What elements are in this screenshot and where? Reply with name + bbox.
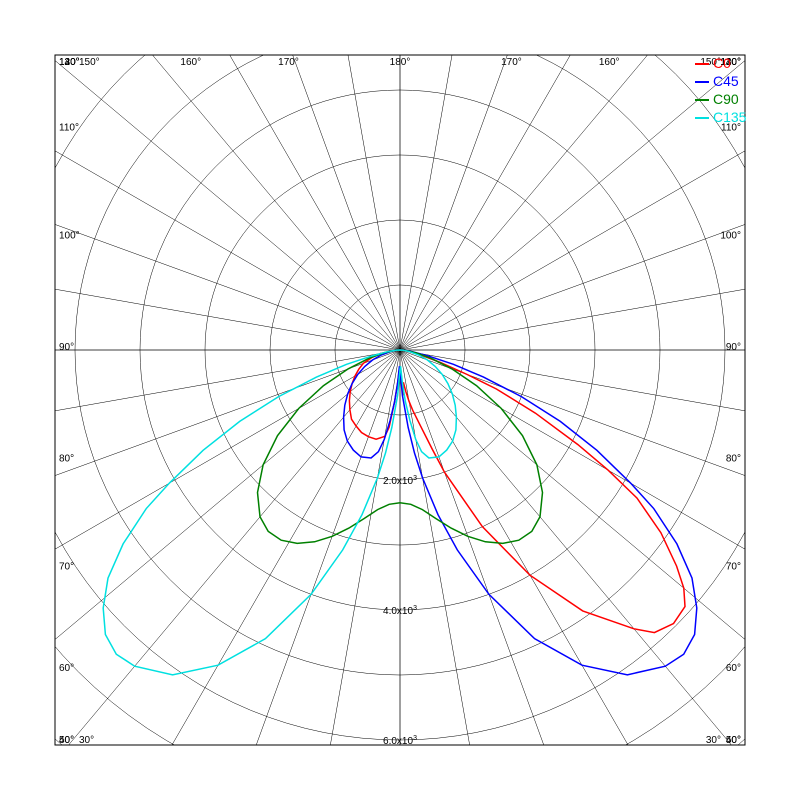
angle-spoke (400, 350, 725, 800)
angle-spoke (400, 0, 513, 350)
angle-spoke (0, 0, 400, 350)
angle-label: 150° (79, 57, 100, 68)
angle-spoke (400, 25, 800, 350)
angle-label: 120° (59, 57, 80, 68)
legend-label: C135 (713, 109, 747, 125)
angle-spoke (400, 0, 800, 350)
legend-label: C45 (713, 73, 739, 89)
angle-spoke (400, 350, 800, 800)
angle-spoke (400, 0, 622, 350)
angle-label: 110° (59, 122, 79, 133)
angle-spoke (400, 0, 800, 350)
angle-spoke (0, 350, 400, 800)
legend-label: C0 (713, 55, 731, 71)
angle-label: 90° (59, 342, 74, 353)
polar-chart: 180°170°170°160°160°150°150°140°140°130°… (0, 0, 800, 800)
angle-label: 70° (59, 562, 74, 573)
angle-spoke (287, 0, 400, 350)
series-C0 (349, 350, 685, 633)
angle-spoke (0, 350, 400, 675)
angle-spoke (0, 25, 400, 350)
angle-spoke (400, 237, 800, 350)
angle-label: 180° (390, 57, 411, 68)
angle-label: 60° (59, 663, 74, 674)
angle-label: 90° (726, 342, 741, 353)
angle-label: 160° (599, 57, 620, 68)
radial-label: 4.0x103 (383, 605, 417, 617)
angle-label: 80° (59, 453, 74, 464)
legend-label: C90 (713, 91, 739, 107)
angle-spoke (0, 237, 400, 350)
angle-label: 40° (726, 735, 741, 746)
angle-label: 170° (278, 57, 299, 68)
angle-label: 30° (79, 735, 94, 746)
angle-label: 60° (726, 663, 741, 674)
radial-label: 6.0x103 (383, 735, 417, 747)
angle-spoke (0, 350, 400, 768)
angle-spoke (75, 0, 400, 350)
angle-spoke (178, 0, 400, 350)
angle-label: 100° (720, 231, 741, 242)
angle-spoke (400, 0, 725, 350)
angle-label: 100° (59, 231, 80, 242)
angle-label: 80° (726, 453, 741, 464)
angle-label: 170° (501, 57, 522, 68)
angle-spoke (0, 0, 400, 350)
angle-spoke (400, 350, 800, 675)
angle-label: 40° (59, 735, 74, 746)
radial-label: 2.0x103 (383, 475, 417, 487)
angle-label: 70° (726, 562, 741, 573)
angle-label: 160° (180, 57, 201, 68)
angle-label: 30° (706, 735, 721, 746)
angle-spoke (400, 350, 800, 768)
